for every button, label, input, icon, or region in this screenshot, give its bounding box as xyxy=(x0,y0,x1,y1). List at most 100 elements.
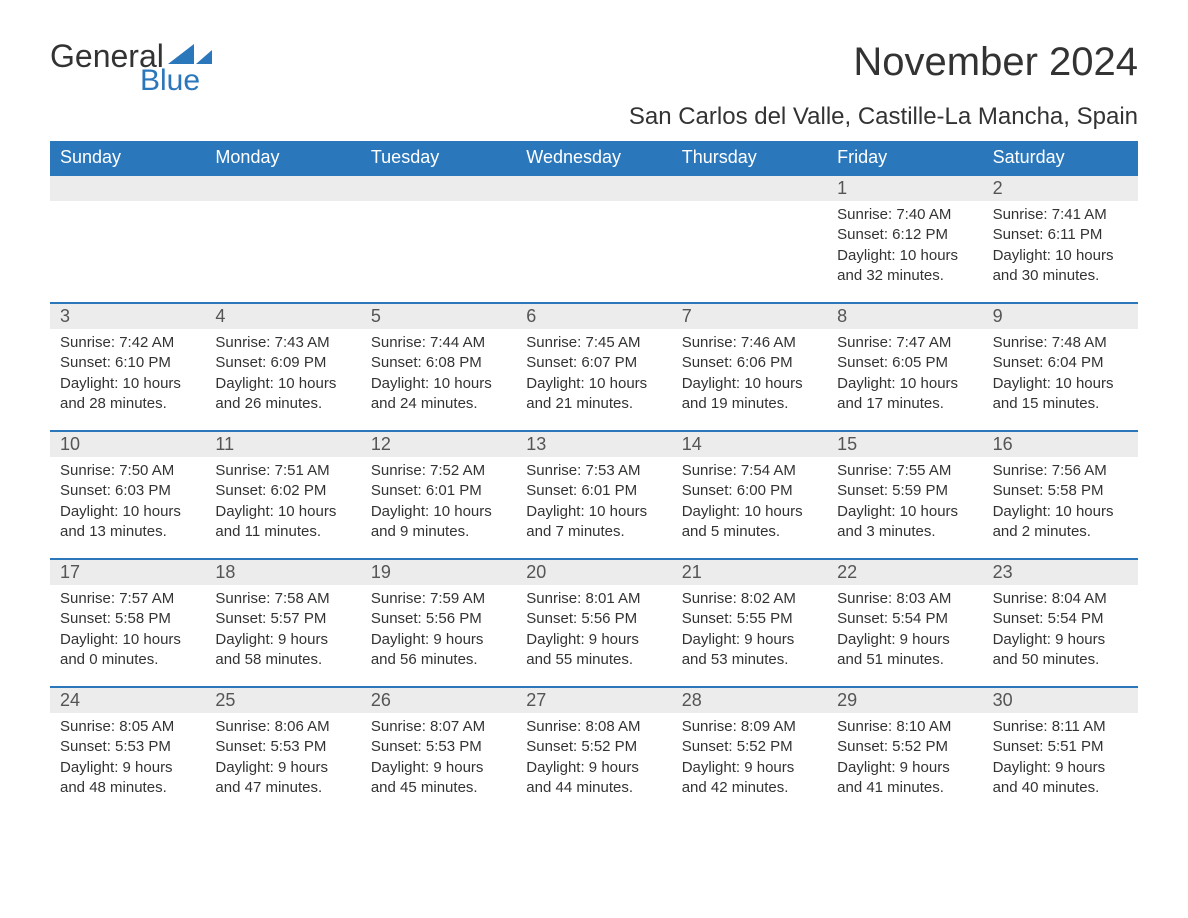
sunset-line: Sunset: 6:01 PM xyxy=(371,481,506,501)
sunrise-line: Sunrise: 7:47 AM xyxy=(837,333,972,353)
daylight-line: Daylight: 10 hours and 30 minutes. xyxy=(993,246,1128,287)
sunset-line: Sunset: 6:09 PM xyxy=(215,353,350,373)
weeks-container: 12Sunrise: 7:40 AMSunset: 6:12 PMDayligh… xyxy=(50,174,1138,814)
day-cell: Sunrise: 8:02 AMSunset: 5:55 PMDaylight:… xyxy=(672,585,827,672)
day-number: 10 xyxy=(50,432,205,457)
day-number: 7 xyxy=(672,304,827,329)
sunset-line: Sunset: 6:03 PM xyxy=(60,481,195,501)
sunrise-line: Sunrise: 7:52 AM xyxy=(371,461,506,481)
sunset-line: Sunset: 5:53 PM xyxy=(215,737,350,757)
day-number: 1 xyxy=(827,176,982,201)
day-number-row: 24252627282930 xyxy=(50,688,1138,713)
logo-text-blue: Blue xyxy=(140,66,212,96)
sunrise-line: Sunrise: 7:43 AM xyxy=(215,333,350,353)
sunset-line: Sunset: 6:11 PM xyxy=(993,225,1128,245)
sunrise-line: Sunrise: 7:44 AM xyxy=(371,333,506,353)
daylight-line: Daylight: 9 hours and 48 minutes. xyxy=(60,758,195,799)
day-cell: Sunrise: 7:53 AMSunset: 6:01 PMDaylight:… xyxy=(516,457,671,544)
sunset-line: Sunset: 5:53 PM xyxy=(60,737,195,757)
day-cell: Sunrise: 7:48 AMSunset: 6:04 PMDaylight:… xyxy=(983,329,1138,416)
day-cell: Sunrise: 8:07 AMSunset: 5:53 PMDaylight:… xyxy=(361,713,516,800)
sunset-line: Sunset: 5:52 PM xyxy=(682,737,817,757)
day-number: 13 xyxy=(516,432,671,457)
day-cell: Sunrise: 8:11 AMSunset: 5:51 PMDaylight:… xyxy=(983,713,1138,800)
day-cell: Sunrise: 7:51 AMSunset: 6:02 PMDaylight:… xyxy=(205,457,360,544)
sunrise-line: Sunrise: 7:57 AM xyxy=(60,589,195,609)
sunrise-line: Sunrise: 7:46 AM xyxy=(682,333,817,353)
day-cell: Sunrise: 7:59 AMSunset: 5:56 PMDaylight:… xyxy=(361,585,516,672)
day-number: 20 xyxy=(516,560,671,585)
logo: General Blue xyxy=(50,40,212,96)
day-cell: Sunrise: 7:55 AMSunset: 5:59 PMDaylight:… xyxy=(827,457,982,544)
day-cell: Sunrise: 8:09 AMSunset: 5:52 PMDaylight:… xyxy=(672,713,827,800)
daylight-line: Daylight: 10 hours and 17 minutes. xyxy=(837,374,972,415)
sunrise-line: Sunrise: 7:54 AM xyxy=(682,461,817,481)
daylight-line: Daylight: 9 hours and 47 minutes. xyxy=(215,758,350,799)
calendar-week: 10111213141516Sunrise: 7:50 AMSunset: 6:… xyxy=(50,430,1138,558)
sunset-line: Sunset: 5:54 PM xyxy=(837,609,972,629)
sunrise-line: Sunrise: 7:55 AM xyxy=(837,461,972,481)
day-cell: Sunrise: 8:08 AMSunset: 5:52 PMDaylight:… xyxy=(516,713,671,800)
day-number xyxy=(672,176,827,201)
day-number xyxy=(516,176,671,201)
calendar-week: 12Sunrise: 7:40 AMSunset: 6:12 PMDayligh… xyxy=(50,174,1138,302)
sunrise-line: Sunrise: 7:42 AM xyxy=(60,333,195,353)
calendar-week: 3456789Sunrise: 7:42 AMSunset: 6:10 PMDa… xyxy=(50,302,1138,430)
day-number: 19 xyxy=(361,560,516,585)
sunrise-line: Sunrise: 8:03 AM xyxy=(837,589,972,609)
day-number: 9 xyxy=(983,304,1138,329)
day-number: 25 xyxy=(205,688,360,713)
sunrise-line: Sunrise: 8:02 AM xyxy=(682,589,817,609)
sunset-line: Sunset: 6:02 PM xyxy=(215,481,350,501)
daylight-line: Daylight: 9 hours and 41 minutes. xyxy=(837,758,972,799)
sunset-line: Sunset: 6:12 PM xyxy=(837,225,972,245)
weekday-wednesday: Wednesday xyxy=(516,141,671,174)
day-cell xyxy=(516,201,671,288)
day-content-row: Sunrise: 7:57 AMSunset: 5:58 PMDaylight:… xyxy=(50,585,1138,686)
sunset-line: Sunset: 5:52 PM xyxy=(526,737,661,757)
sunrise-line: Sunrise: 8:05 AM xyxy=(60,717,195,737)
sunrise-line: Sunrise: 8:08 AM xyxy=(526,717,661,737)
sunrise-line: Sunrise: 7:51 AM xyxy=(215,461,350,481)
sunset-line: Sunset: 5:58 PM xyxy=(993,481,1128,501)
sunset-line: Sunset: 6:08 PM xyxy=(371,353,506,373)
sunrise-line: Sunrise: 7:48 AM xyxy=(993,333,1128,353)
day-content-row: Sunrise: 7:50 AMSunset: 6:03 PMDaylight:… xyxy=(50,457,1138,558)
daylight-line: Daylight: 9 hours and 44 minutes. xyxy=(526,758,661,799)
daylight-line: Daylight: 10 hours and 21 minutes. xyxy=(526,374,661,415)
day-number: 17 xyxy=(50,560,205,585)
day-cell: Sunrise: 7:47 AMSunset: 6:05 PMDaylight:… xyxy=(827,329,982,416)
day-number: 29 xyxy=(827,688,982,713)
day-number: 5 xyxy=(361,304,516,329)
daylight-line: Daylight: 10 hours and 15 minutes. xyxy=(993,374,1128,415)
day-content-row: Sunrise: 7:42 AMSunset: 6:10 PMDaylight:… xyxy=(50,329,1138,430)
day-number: 2 xyxy=(983,176,1138,201)
sunrise-line: Sunrise: 7:53 AM xyxy=(526,461,661,481)
day-cell: Sunrise: 7:40 AMSunset: 6:12 PMDaylight:… xyxy=(827,201,982,288)
sunrise-line: Sunrise: 8:10 AM xyxy=(837,717,972,737)
weekday-tuesday: Tuesday xyxy=(361,141,516,174)
daylight-line: Daylight: 9 hours and 50 minutes. xyxy=(993,630,1128,671)
day-number: 22 xyxy=(827,560,982,585)
daylight-line: Daylight: 10 hours and 24 minutes. xyxy=(371,374,506,415)
sunset-line: Sunset: 5:51 PM xyxy=(993,737,1128,757)
day-number: 18 xyxy=(205,560,360,585)
daylight-line: Daylight: 10 hours and 32 minutes. xyxy=(837,246,972,287)
day-cell: Sunrise: 8:10 AMSunset: 5:52 PMDaylight:… xyxy=(827,713,982,800)
weekday-friday: Friday xyxy=(827,141,982,174)
day-cell: Sunrise: 8:06 AMSunset: 5:53 PMDaylight:… xyxy=(205,713,360,800)
day-number-row: 17181920212223 xyxy=(50,560,1138,585)
day-number: 24 xyxy=(50,688,205,713)
day-cell: Sunrise: 7:44 AMSunset: 6:08 PMDaylight:… xyxy=(361,329,516,416)
sunrise-line: Sunrise: 8:04 AM xyxy=(993,589,1128,609)
daylight-line: Daylight: 9 hours and 45 minutes. xyxy=(371,758,506,799)
sunrise-line: Sunrise: 7:56 AM xyxy=(993,461,1128,481)
day-number: 27 xyxy=(516,688,671,713)
day-cell: Sunrise: 7:56 AMSunset: 5:58 PMDaylight:… xyxy=(983,457,1138,544)
day-number: 26 xyxy=(361,688,516,713)
day-cell: Sunrise: 7:46 AMSunset: 6:06 PMDaylight:… xyxy=(672,329,827,416)
title-block: November 2024 San Carlos del Valle, Cast… xyxy=(629,40,1138,131)
day-number: 4 xyxy=(205,304,360,329)
day-number: 21 xyxy=(672,560,827,585)
day-cell: Sunrise: 7:43 AMSunset: 6:09 PMDaylight:… xyxy=(205,329,360,416)
